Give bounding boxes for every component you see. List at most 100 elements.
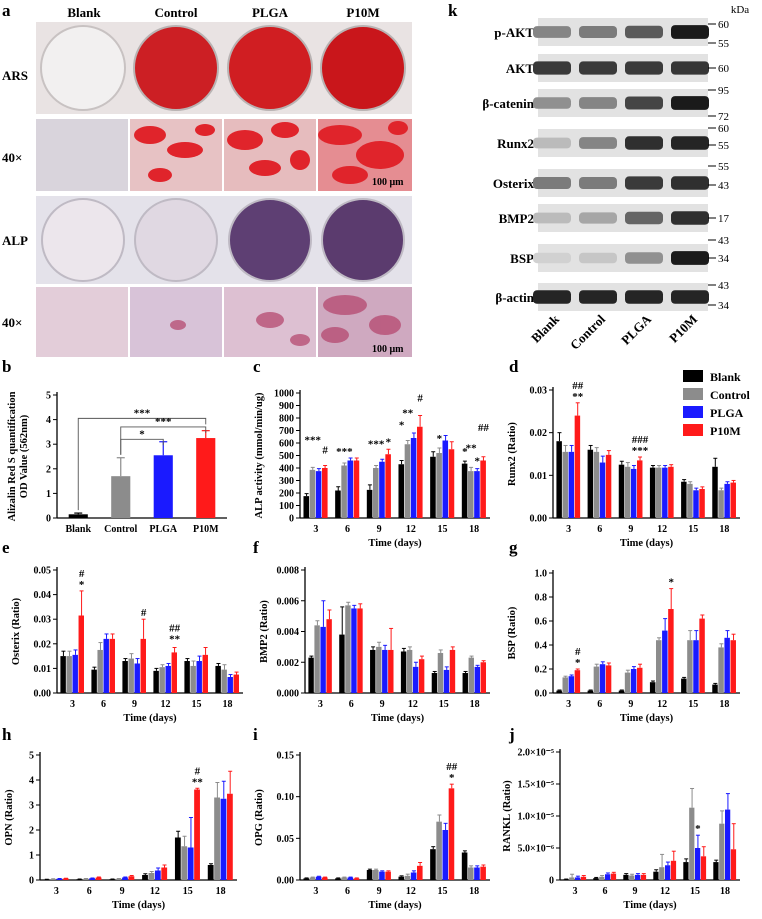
bar-c-3-3 xyxy=(417,426,423,518)
bar-g-2-5 xyxy=(724,637,730,693)
column-label-control: Control xyxy=(154,5,197,20)
blot-band-5-0 xyxy=(533,212,571,224)
blot-band-2-2 xyxy=(625,96,663,110)
bar-i-3-4 xyxy=(448,788,455,880)
panel-letter-c: c xyxy=(253,357,261,376)
row-label-alp: ALP xyxy=(2,233,28,248)
bar-f-2-5 xyxy=(474,666,480,693)
blot-band-5-2 xyxy=(625,211,663,225)
sig-mark-c-10: * xyxy=(462,446,468,458)
bar-h-0-3 xyxy=(142,875,148,880)
legend-label-3: P10M xyxy=(710,424,741,438)
sig-mark-i-1: * xyxy=(449,772,455,784)
xtick-label-g-2: 9 xyxy=(628,699,633,710)
legend: Blank Control PLGA P10M xyxy=(683,370,750,438)
bar-c-1-1 xyxy=(341,465,347,518)
panel-letter-h: h xyxy=(2,725,12,744)
alp-well-blank xyxy=(41,198,125,282)
bar-f-2-3 xyxy=(412,666,419,693)
bar-e-0-5 xyxy=(215,665,221,693)
bar-e-1-0 xyxy=(66,656,72,693)
xtick-label-b-0: Blank xyxy=(65,524,91,535)
chart-f: f 0.000 0.002 0.004 0.006 0.008 BMP2 (Ratio) 3 6… xyxy=(253,538,490,724)
xtick-label-e-3: 12 xyxy=(161,699,171,710)
bar-j-1-1 xyxy=(599,876,605,880)
marker-label-2: 60 xyxy=(718,63,730,75)
bar-b-3 xyxy=(196,438,216,518)
bar-d-1-4 xyxy=(687,483,693,518)
bar-d-2-0 xyxy=(568,451,575,518)
bar-c-1-0 xyxy=(309,469,316,518)
bar-c-1-4 xyxy=(436,453,442,518)
chart-b: b 0 1 2 3 4 5 Alizalin Red S quantification OD V… xyxy=(2,357,227,535)
column-label-blank: Blank xyxy=(67,5,101,20)
sig-mark-i-0: ## xyxy=(446,761,458,773)
ars-micro-blank xyxy=(36,119,128,191)
xlabel-d: Time (days) xyxy=(620,538,674,549)
sig-mark-h-1: ** xyxy=(192,776,204,788)
bar-i-0-3 xyxy=(398,876,405,880)
xtick-label-b-1: Control xyxy=(104,524,137,535)
bar-c-2-3 xyxy=(410,438,417,518)
bar-i-3-1 xyxy=(353,878,360,880)
blot-band-4-1 xyxy=(579,177,617,189)
sig-mark-e-2: # xyxy=(141,607,147,619)
bar-h-2-0 xyxy=(56,878,63,880)
panel-letter-d: d xyxy=(509,357,519,376)
bar-j-1-0 xyxy=(569,877,575,880)
row-label-ars: ARS xyxy=(2,68,28,83)
bar-j-2-0 xyxy=(575,877,581,880)
scalebar-label-2: 100 μm xyxy=(372,344,404,355)
xtick-label-e-1: 6 xyxy=(101,699,106,710)
ytick-label-e-2: 0.02 xyxy=(34,639,52,650)
bar-i-2-4 xyxy=(442,830,449,880)
bar-h-1-5 xyxy=(214,797,220,880)
bar-d-2-1 xyxy=(599,462,606,518)
xtick-label-g-0: 3 xyxy=(566,699,571,710)
bar-i-0-5 xyxy=(461,852,468,880)
xtick-label-i-5: 18 xyxy=(469,886,479,897)
bar-e-2-1 xyxy=(103,638,109,693)
sig-mark-c-0: *** xyxy=(304,434,321,446)
ytick-label-h-3: 3 xyxy=(29,801,34,812)
ylabel-b-0: Alizalin Red S quantification xyxy=(7,391,18,521)
bar-j-0-4 xyxy=(683,862,689,880)
xtick-label-d-1: 6 xyxy=(597,524,602,535)
lane-label-2: PLGA xyxy=(618,311,655,348)
bar-f-3-5 xyxy=(480,662,487,693)
bar-e-1-5 xyxy=(221,669,227,693)
xtick-label-c-1: 6 xyxy=(345,524,350,535)
bar-c-1-5 xyxy=(467,471,474,518)
xtick-label-d-2: 9 xyxy=(628,524,633,535)
ars-well-blank xyxy=(40,25,126,111)
bar-d-2-4 xyxy=(693,490,699,518)
blot-band-7-0 xyxy=(533,290,571,304)
bar-g-1-2 xyxy=(624,672,631,693)
xtick-label-f-2: 9 xyxy=(380,699,385,710)
blot-band-1-0 xyxy=(533,61,571,75)
bar-g-3-3 xyxy=(668,609,674,693)
xlabel-f: Time (days) xyxy=(371,713,425,724)
bar-e-2-3 xyxy=(165,665,171,693)
sig-mark-c-1: # xyxy=(322,445,328,457)
bar-e-3-3 xyxy=(171,652,177,693)
blot-label-3: Runx2 xyxy=(497,136,534,151)
bar-j-3-2 xyxy=(640,874,647,880)
ytick-label-j-1: 5.0×10⁻⁶ xyxy=(518,844,554,855)
bar-j-3-1 xyxy=(610,873,617,880)
legend-swatch-0 xyxy=(683,370,703,382)
lane-label-3: P10M xyxy=(666,312,700,346)
ytick-label-f-0: 0.000 xyxy=(277,689,300,700)
sig-mark-c-11: ## xyxy=(478,422,490,434)
ytick-label-d-3: 0.03 xyxy=(530,386,548,397)
xtick-label-i-1: 6 xyxy=(345,886,350,897)
ytick-label-j-3: 1.5×10⁻⁵ xyxy=(518,780,554,791)
ytick-label-g-3: 0.6 xyxy=(535,617,548,628)
bar-h-3-5 xyxy=(226,793,233,880)
sig-mark-h-0: # xyxy=(195,765,201,777)
bar-j-2-5 xyxy=(725,809,731,880)
column-label-p10m: P10M xyxy=(346,5,379,20)
bar-j-2-2 xyxy=(635,874,641,880)
xtick-label-f-1: 6 xyxy=(349,699,354,710)
